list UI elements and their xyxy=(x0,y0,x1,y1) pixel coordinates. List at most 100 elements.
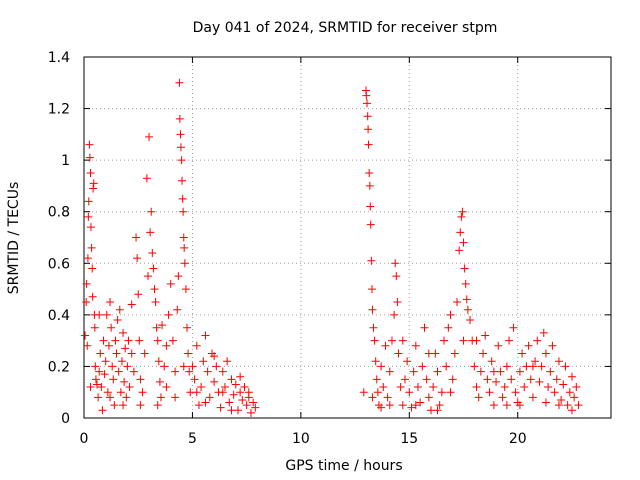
data-point xyxy=(119,328,128,337)
data-point xyxy=(194,401,203,410)
data-point xyxy=(554,357,563,366)
data-point xyxy=(210,352,219,361)
data-point xyxy=(394,349,403,358)
data-point xyxy=(398,336,407,345)
data-point xyxy=(220,383,229,392)
data-point xyxy=(166,279,175,288)
data-point xyxy=(565,388,574,397)
data-point xyxy=(168,336,177,345)
data-point xyxy=(515,401,524,410)
data-point xyxy=(379,383,388,392)
data-point xyxy=(85,153,94,162)
data-point xyxy=(88,264,97,273)
data-point xyxy=(455,246,464,255)
data-point xyxy=(373,388,382,397)
data-point xyxy=(365,169,374,178)
data-point xyxy=(115,305,124,314)
data-point xyxy=(371,357,380,366)
data-point xyxy=(557,395,566,404)
data-point xyxy=(86,223,95,232)
data-point xyxy=(127,300,136,309)
data-point xyxy=(369,323,378,332)
data-point xyxy=(363,99,372,108)
data-point xyxy=(82,279,91,288)
data-point xyxy=(236,372,245,381)
data-point xyxy=(442,362,451,371)
data-point xyxy=(180,259,189,268)
data-point xyxy=(212,362,221,371)
data-point xyxy=(372,375,381,384)
data-point xyxy=(387,336,396,345)
data-point xyxy=(129,367,138,376)
data-point xyxy=(409,367,418,376)
y-tick-label: 1.4 xyxy=(48,50,70,66)
x-tick-label: 15 xyxy=(400,431,418,447)
data-point xyxy=(550,388,559,397)
data-point xyxy=(91,375,100,384)
data-point xyxy=(246,408,255,417)
data-point xyxy=(470,362,479,371)
data-point xyxy=(99,336,108,345)
data-point xyxy=(121,344,130,353)
data-point xyxy=(240,383,249,392)
chart-title: Day 041 of 2024, SRMTID for receiver stp… xyxy=(193,20,498,36)
data-point xyxy=(537,362,546,371)
data-point xyxy=(502,401,511,410)
data-point xyxy=(176,143,185,152)
data-point xyxy=(563,401,572,410)
data-point xyxy=(570,393,579,402)
data-point xyxy=(515,367,524,376)
data-point xyxy=(391,259,400,268)
data-point xyxy=(203,367,212,376)
data-point xyxy=(223,357,232,366)
data-point xyxy=(450,349,459,358)
data-point xyxy=(98,406,107,415)
data-point xyxy=(435,401,444,410)
data-point xyxy=(368,285,377,294)
data-point xyxy=(95,310,104,319)
y-tick-label: 0.6 xyxy=(48,256,70,272)
data-point xyxy=(368,305,377,314)
data-point xyxy=(535,377,544,386)
data-point xyxy=(185,367,194,376)
y-axis-label: SRMTID / TECUs xyxy=(6,182,22,295)
data-point xyxy=(446,310,455,319)
data-point xyxy=(400,375,409,384)
data-point xyxy=(81,331,90,340)
data-point xyxy=(366,202,375,211)
data-point xyxy=(362,91,371,100)
data-point xyxy=(460,264,469,273)
data-point xyxy=(85,140,94,149)
data-point xyxy=(132,233,141,242)
data-point xyxy=(113,316,122,325)
data-point xyxy=(489,367,498,376)
data-point xyxy=(492,377,501,386)
data-point xyxy=(567,372,576,381)
data-point xyxy=(420,323,429,332)
data-point xyxy=(424,349,433,358)
data-point xyxy=(403,357,412,366)
data-point xyxy=(494,341,503,350)
data-point xyxy=(429,383,438,392)
data-point xyxy=(381,341,390,350)
data-point xyxy=(95,367,104,376)
data-point xyxy=(229,390,238,399)
data-point xyxy=(446,388,455,397)
data-point xyxy=(197,383,206,392)
data-point xyxy=(249,398,258,407)
data-point xyxy=(177,156,186,165)
data-point xyxy=(83,341,92,350)
x-axis-label: GPS time / hours xyxy=(285,458,402,474)
data-point xyxy=(227,406,236,415)
data-point xyxy=(411,401,420,410)
data-point xyxy=(554,401,563,410)
data-point xyxy=(437,388,446,397)
data-point xyxy=(145,132,154,141)
data-point xyxy=(541,349,550,358)
data-point xyxy=(89,179,98,188)
data-point xyxy=(147,207,156,216)
data-point xyxy=(88,292,97,301)
data-point xyxy=(125,383,134,392)
data-point xyxy=(86,169,95,178)
data-point xyxy=(483,375,492,384)
